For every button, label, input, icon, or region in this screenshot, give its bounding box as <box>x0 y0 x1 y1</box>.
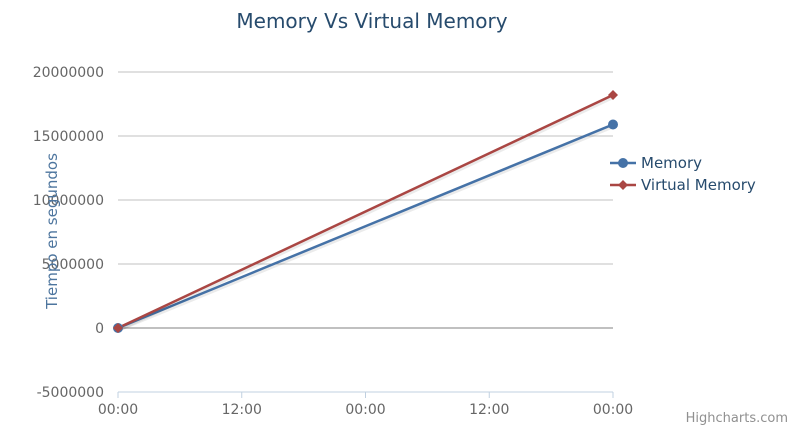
y-tick-label: -5000000 <box>37 385 104 401</box>
series-line-memory[interactable] <box>117 123 614 330</box>
x-tick-label: 00:00 <box>345 402 385 418</box>
y-tick-label: 15000000 <box>33 129 104 145</box>
x-tick-label: 00:00 <box>98 402 138 418</box>
x-tick-label: 12:00 <box>222 402 262 418</box>
y-axis-ticks: 20000000 15000000 10000000 5000000 0 -5000000 <box>33 65 104 401</box>
data-point[interactable] <box>608 90 618 101</box>
legend-label: Virtual Memory <box>641 176 756 194</box>
x-axis: 00:00 12:00 00:00 12:00 00:00 <box>98 391 633 418</box>
y-tick-label: 10000000 <box>33 193 104 209</box>
y-tick-label: 20000000 <box>33 65 104 81</box>
data-point[interactable] <box>608 119 618 130</box>
y-tick-label: 0 <box>95 321 104 337</box>
legend-marker-symbol <box>618 180 628 190</box>
x-tick-label: 12:00 <box>469 402 509 418</box>
legend-label: Memory <box>641 154 702 172</box>
series-markers <box>113 90 618 333</box>
legend-item-memory[interactable]: Memory <box>610 154 702 172</box>
series-line-shadow <box>117 93 616 332</box>
y-tick-label: 5000000 <box>42 257 104 273</box>
x-tick-label: 00:00 <box>593 402 633 418</box>
series-line-shadow <box>118 123 615 332</box>
data-point[interactable] <box>113 323 123 333</box>
series-lines <box>117 93 616 332</box>
series-line-virtual-memory[interactable] <box>117 93 614 330</box>
legend: Memory Virtual Memory <box>610 154 756 194</box>
legend-marker-symbol <box>618 158 628 168</box>
credits-link[interactable]: Highcharts.com <box>686 411 788 426</box>
grid-lines <box>118 71 613 329</box>
y-axis-label: Tiempo en segundos <box>43 153 61 310</box>
legend-item-virtual-memory[interactable]: Virtual Memory <box>610 176 756 194</box>
chart-title: Memory Vs Virtual Memory <box>236 9 507 33</box>
